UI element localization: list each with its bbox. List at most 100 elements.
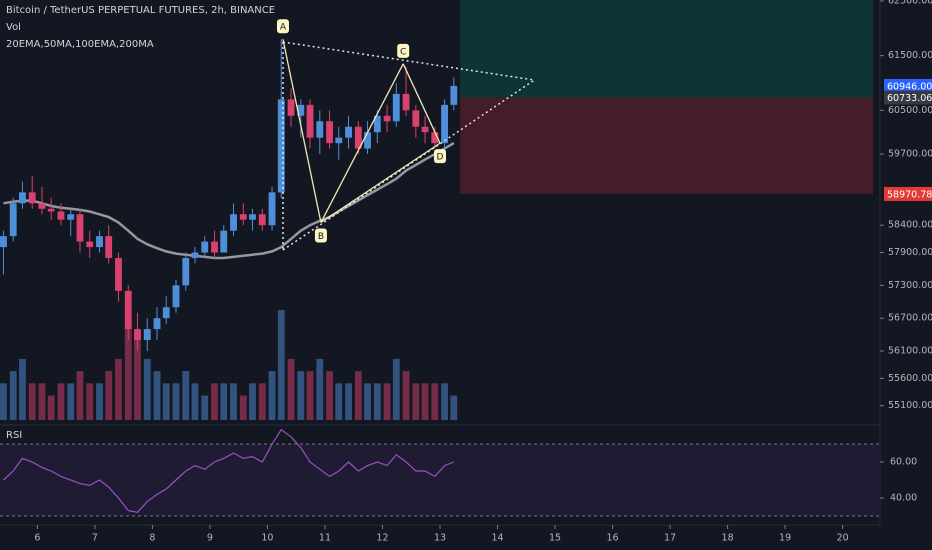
candle-body (412, 110, 420, 127)
candle-body (19, 192, 26, 204)
loss-zone (460, 97, 874, 194)
candle-body (162, 307, 170, 319)
candle-body (239, 214, 247, 220)
profit-zone (460, 0, 874, 98)
candle-body (143, 329, 151, 341)
candle-body (230, 214, 237, 231)
volume-bar (105, 371, 113, 420)
candle-body (441, 104, 449, 144)
candle-body (326, 121, 333, 144)
candle-body (134, 329, 141, 341)
pattern-line (320, 63, 404, 223)
volume-bar (345, 383, 352, 420)
candle-body (392, 93, 400, 122)
volume-bar (249, 383, 256, 420)
x-tick-label: 6 (34, 533, 40, 544)
candle-body (220, 230, 228, 253)
x-tick-label: 20 (837, 533, 849, 544)
candle-body (76, 214, 84, 242)
price-tag (884, 186, 932, 201)
volume-bar (162, 383, 170, 420)
candle-body (345, 126, 352, 138)
candle-body (402, 93, 410, 111)
x-tick-label: 7 (92, 533, 98, 544)
pattern-label: D (437, 153, 444, 163)
volume-bar (258, 383, 266, 420)
volume-label: Vol (6, 22, 21, 33)
candle-body (28, 192, 36, 204)
volume-bar (412, 383, 420, 420)
volume-bar (421, 383, 429, 420)
volume-bar (306, 371, 314, 420)
volume-bar (153, 371, 161, 420)
candle-body (115, 258, 122, 291)
volume-bar (172, 383, 180, 420)
volume-bar (211, 383, 218, 420)
candle-body (9, 203, 17, 237)
volume-bar (134, 334, 141, 420)
rsi-tick-label: 60.00 (890, 457, 917, 468)
volume-bar (76, 371, 84, 420)
volume-bar (450, 395, 458, 420)
ma-line (3, 142, 455, 260)
price-tag-label: 60946.00 (887, 81, 932, 92)
candle-body (258, 214, 266, 226)
candle-body (297, 104, 305, 116)
x-tick-label: 13 (434, 533, 446, 544)
pattern-point (314, 228, 327, 243)
candle-body (0, 236, 7, 248)
volume-bar (38, 383, 46, 420)
candle-body (431, 132, 439, 144)
pattern-line (402, 63, 441, 144)
volume-bar (143, 358, 151, 420)
volume-bar (115, 358, 122, 420)
candle-body (354, 126, 362, 149)
pattern-label: C (400, 47, 406, 57)
candle-body (335, 137, 343, 144)
volume-bar (86, 383, 94, 420)
x-tick-label: 18 (722, 533, 734, 544)
candle-body (124, 290, 132, 330)
volume-bar (277, 310, 285, 420)
y-tick-label: 61500.00 (888, 50, 932, 61)
trendline (282, 41, 535, 81)
candle-body (249, 214, 256, 220)
volume-bar (402, 371, 410, 420)
volume-bar (220, 383, 228, 420)
candle-body (316, 121, 324, 138)
rsi-band (0, 444, 880, 516)
rsi-line (3, 428, 455, 514)
y-tick-label: 62500.00 (888, 0, 932, 6)
volume-bar (57, 383, 65, 420)
candle-body (277, 99, 285, 193)
candle-body (182, 258, 190, 286)
volume-bar (364, 383, 371, 420)
rsi-tick-label: 40.00 (890, 493, 917, 504)
volume-bar (182, 371, 190, 420)
y-tick-label: 56100.00 (888, 345, 932, 356)
candle-body (153, 318, 161, 330)
volume-bar (67, 383, 75, 420)
trendline (282, 79, 535, 251)
ma-label: 20EMA,50MA,100EMA,200MA (6, 39, 154, 50)
x-tick-label: 9 (207, 533, 213, 544)
x-tick-label: 11 (319, 533, 331, 544)
candle-body (373, 115, 381, 133)
pattern-line (320, 142, 441, 223)
chart-title: Bitcoin / TetherUS PERPETUAL FUTURES, 2h… (6, 5, 275, 16)
x-tick-label: 19 (779, 533, 791, 544)
y-tick-label: 57300.00 (888, 280, 932, 291)
pattern-point (434, 149, 446, 164)
volume-bar (383, 383, 391, 420)
candle-body (191, 252, 199, 259)
volume-bar (124, 322, 132, 420)
rsi-label: RSI (6, 430, 22, 441)
candle-body (268, 192, 276, 226)
price-tag (884, 90, 932, 105)
candle-body (67, 214, 75, 220)
candle-body (105, 236, 113, 259)
volume-bar (0, 383, 7, 420)
volume-bar (326, 371, 333, 420)
